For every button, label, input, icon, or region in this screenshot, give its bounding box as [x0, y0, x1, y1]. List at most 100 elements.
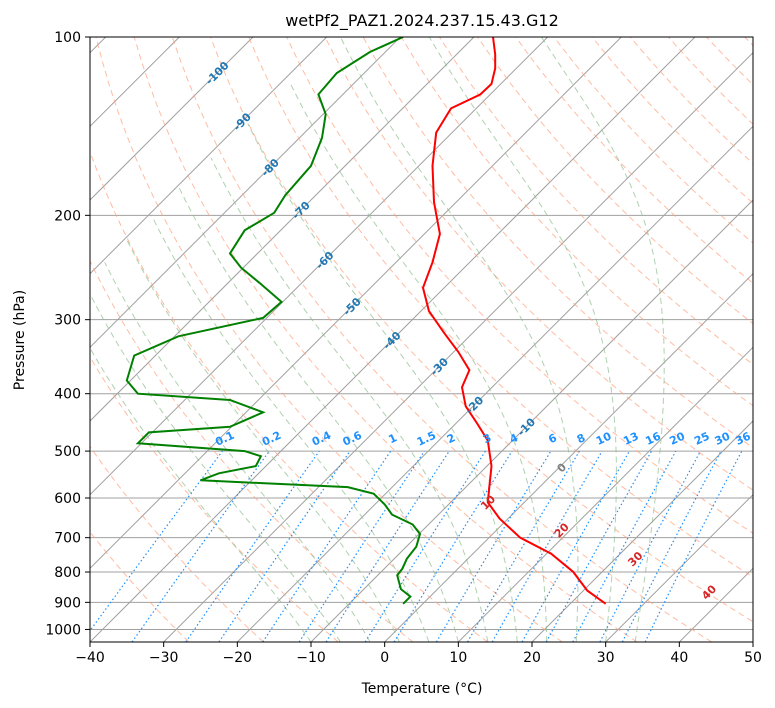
dry-adiabat-line [90, 531, 190, 642]
mixing-ratio-label: 20 [668, 429, 688, 447]
isotherm-line [90, 37, 328, 275]
isotherm-line [531, 420, 753, 642]
y-tick-label: 500 [54, 444, 81, 460]
data-series [125, 37, 607, 605]
mixing-ratio-label: 0.2 [260, 429, 283, 449]
isotherm-line [90, 37, 549, 496]
mixing-ratio-line [90, 450, 223, 632]
y-tick-label: 100 [54, 30, 81, 46]
y-tick-label: 300 [54, 313, 81, 329]
mixing-ratio-line [466, 450, 580, 642]
y-tick-label: 200 [54, 208, 81, 224]
inline-labels: 0.1 0.2 0.4 0.6 1 1.5 2 3 4 6 8 10 13 16 20 25 30 36-100-… [203, 59, 753, 603]
dry-adiabat-line [324, 37, 753, 491]
mixing-ratio-label: 16 [643, 429, 663, 447]
mixing-ratio-line [218, 450, 351, 642]
isotherm-line [90, 37, 401, 349]
y-tick-label: 1000 [45, 622, 81, 638]
dry-adiabat-line [477, 37, 753, 325]
mixing-ratio-label: 30 [713, 429, 733, 447]
red-isotherm-label: 10 [478, 492, 498, 512]
moist-adiabat-line [104, 262, 371, 642]
dry-adiabat-line [668, 37, 753, 125]
y-axis-label: Pressure (hPa) [12, 290, 28, 390]
plot-frame [89, 36, 754, 643]
dewpoint-profile [125, 37, 422, 605]
x-tick-label: 30 [597, 650, 615, 666]
isotherm-line [384, 272, 753, 642]
isotherm-line [163, 51, 753, 642]
mixing-ratio-line [262, 450, 392, 642]
dry-adiabat-line [90, 356, 339, 642]
y-axis: 100 200 300 400 500 600 700 800 900 1000 [45, 30, 90, 638]
mixing-ratio-label: 36 [733, 429, 753, 447]
dry-adiabat-line [706, 37, 753, 86]
mixing-ratio-line [572, 450, 677, 642]
mixing-ratio-line [521, 450, 631, 642]
mixing-ratio-line [599, 450, 702, 642]
moist-adiabat-line [290, 83, 548, 642]
mixing-ratio-label: 1 [387, 431, 399, 446]
y-tick-label: 800 [54, 565, 81, 581]
dry-adiabat-line [90, 445, 264, 642]
dry-adiabat-line [553, 37, 753, 244]
y-tick-label: 700 [54, 531, 81, 547]
isotherm-label: -100 [203, 59, 232, 88]
moist-adiabat-line [178, 187, 459, 642]
mixing-ratio-label: 25 [692, 430, 711, 448]
moist-adiabat-line [151, 215, 430, 642]
mixing-ratio-label: 2 [445, 431, 457, 446]
red-isotherm-label: 30 [625, 549, 645, 569]
y-tick-label: 900 [54, 595, 81, 611]
dry-adiabat-line [133, 37, 638, 642]
mixing-ratio-line [298, 450, 425, 642]
dry-adiabat-line [286, 37, 753, 534]
isotherm-line [236, 125, 753, 642]
x-tick-label: −10 [296, 650, 326, 666]
mixing-ratio-label: 3 [481, 431, 493, 446]
mixing-ratio-line [644, 450, 743, 642]
moist-adiabat-line [90, 293, 341, 642]
x-tick-label: −30 [149, 650, 179, 666]
dry-adiabat-line [248, 37, 753, 578]
isotherm-line [678, 567, 753, 642]
x-axis-label: Temperature (°C) [361, 681, 483, 697]
chart-title: wetPf2_PAZ1.2024.237.15.43.G12 [285, 11, 559, 31]
background-lines [90, 37, 753, 642]
dry-adiabat-line [210, 37, 753, 623]
x-tick-label: 40 [670, 650, 688, 666]
mixing-ratio-label: 10 [594, 429, 614, 447]
zero-isotherm-label: 0 [555, 460, 570, 475]
y-tick-label: 600 [54, 491, 81, 507]
x-tick-label: −20 [223, 650, 253, 666]
mixing-ratio-line [364, 450, 486, 642]
moist-adiabat-line [126, 239, 400, 642]
dry-adiabat-line [90, 259, 414, 642]
isotherm-line [90, 37, 254, 201]
moist-adiabat-line [428, 37, 617, 642]
mixing-ratio-line [545, 450, 653, 642]
x-tick-label: −40 [75, 650, 105, 666]
mixing-ratio-label: 1.5 [415, 429, 438, 449]
mixing-ratio-line [185, 450, 320, 642]
moist-adiabat-line [540, 37, 665, 642]
mixing-ratio-line [435, 450, 552, 642]
moist-adiabat-line [340, 37, 579, 642]
y-tick-label: 400 [54, 387, 81, 403]
moist-adiabat-line [210, 157, 489, 642]
dry-adiabat-line [95, 37, 563, 642]
isotherm-line [90, 37, 696, 642]
mixing-ratio-label: 8 [575, 431, 587, 446]
dry-adiabat-line [744, 37, 753, 47]
red-isotherm-label: 40 [699, 582, 719, 602]
dry-adiabat-line [171, 37, 712, 642]
mixing-ratio-label: 6 [546, 431, 559, 446]
mixing-ratio-label: 0.1 [213, 429, 236, 449]
x-tick-label: 0 [380, 650, 389, 666]
isotherm-line [605, 493, 753, 642]
dry-adiabat-line [591, 37, 753, 204]
x-axis: −40 −30 −20 −10 0 10 20 30 40 50 [75, 642, 762, 666]
x-tick-label: 50 [744, 650, 762, 666]
